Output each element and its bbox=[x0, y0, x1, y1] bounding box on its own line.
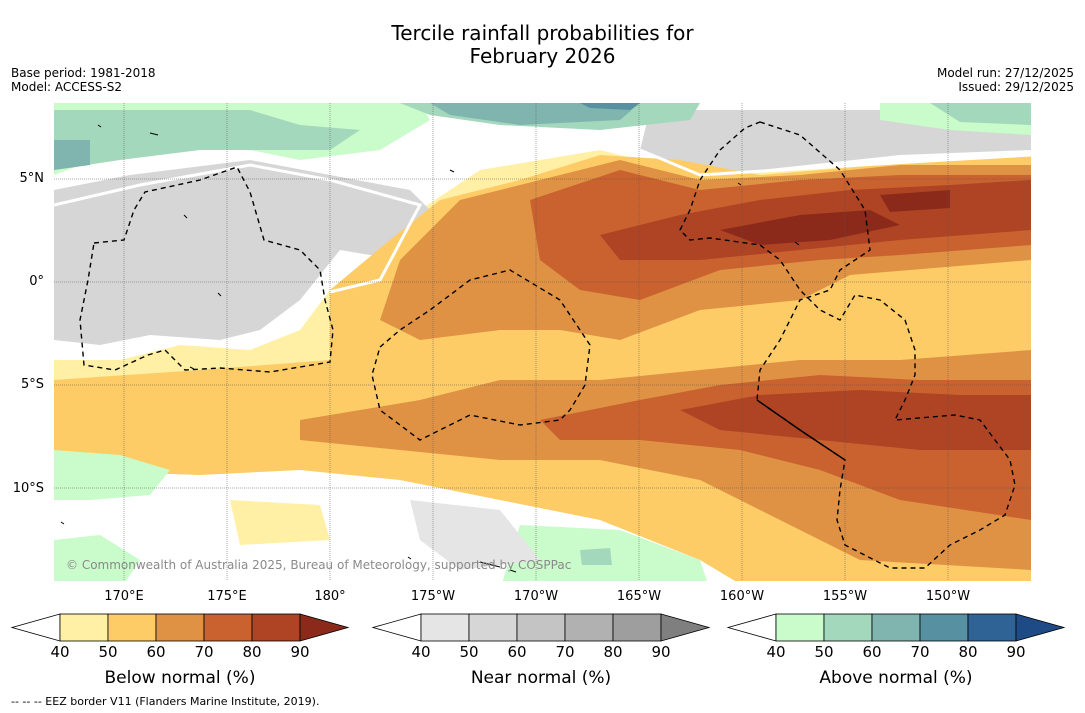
colorbar-above-segment bbox=[919, 613, 969, 642]
lat-label-5s: 5°S bbox=[20, 377, 44, 392]
region-above-nw-3 bbox=[54, 140, 90, 170]
lat-label-5n: 5°N bbox=[19, 171, 45, 186]
region-above-n-3 bbox=[580, 103, 640, 110]
region-below-80-south bbox=[680, 390, 1031, 450]
tick-near-40: 40 bbox=[411, 643, 431, 661]
region-above-sw-2 bbox=[54, 535, 140, 581]
region-below-50-south bbox=[230, 500, 330, 545]
tick-above-40: 40 bbox=[766, 643, 786, 661]
tick-below-90: 90 bbox=[290, 643, 310, 661]
colorbar-above-segment bbox=[823, 613, 873, 642]
contour-edge-2 bbox=[639, 148, 1031, 177]
eez-borders bbox=[79, 121, 1016, 569]
colorbar-below-label: Below normal (%) bbox=[104, 668, 256, 688]
region-below-90-north bbox=[720, 210, 900, 245]
colorbar-near-arrow-right bbox=[660, 613, 711, 642]
lon-label-165w: 165°W bbox=[616, 589, 662, 604]
region-above-ne-2 bbox=[930, 103, 1031, 125]
colorbar-below-segment bbox=[107, 613, 157, 642]
colorbar-above-arrow-right bbox=[1015, 613, 1066, 642]
islands bbox=[60, 124, 800, 573]
colorbar-below-arrow-right bbox=[299, 613, 350, 642]
gridlines bbox=[54, 103, 1031, 581]
base-period: Base period: 1981-2018 bbox=[11, 66, 156, 80]
colorbar-below-segment bbox=[59, 613, 109, 642]
colorbar-below-segment bbox=[155, 613, 205, 642]
title-line-2: February 2026 bbox=[469, 44, 616, 68]
tick-above-80: 80 bbox=[958, 643, 978, 661]
colorbar-near-segment bbox=[612, 613, 662, 642]
tick-near-60: 60 bbox=[507, 643, 527, 661]
tick-near-70: 70 bbox=[555, 643, 575, 661]
meta-right: Model run: 27/12/2025 Issued: 29/12/2025 bbox=[937, 66, 1074, 94]
lon-label-150w: 150°W bbox=[925, 589, 971, 604]
lon-label-155w: 155°W bbox=[822, 589, 868, 604]
eez-footnote: -- -- -- EEZ border V11 (Flanders Marine… bbox=[11, 695, 320, 708]
tick-near-50: 50 bbox=[459, 643, 479, 661]
eez-border-east bbox=[679, 121, 1016, 569]
lon-label-170e: 170°E bbox=[104, 589, 144, 604]
tick-above-90: 90 bbox=[1006, 643, 1026, 661]
lon-label-170w: 170°W bbox=[513, 589, 559, 604]
tick-near-90: 90 bbox=[651, 643, 671, 661]
eez-border-west bbox=[79, 166, 334, 373]
colorbar-below bbox=[10, 613, 350, 642]
title-line-1: Tercile rainfall probabilities for bbox=[391, 21, 694, 45]
lat-label-10s: 10°S bbox=[12, 481, 44, 496]
model-run: Model run: 27/12/2025 bbox=[936, 66, 1074, 80]
tick-above-60: 60 bbox=[862, 643, 882, 661]
region-above-nw-2 bbox=[54, 110, 360, 170]
colorbar-above bbox=[726, 613, 1066, 642]
colorbar-near-arrow-left bbox=[371, 613, 422, 642]
region-above-n-2 bbox=[430, 103, 640, 125]
colorbar-near-segment bbox=[516, 613, 566, 642]
colorbar-above-segment bbox=[967, 613, 1017, 642]
colorbar-near-label: Near normal (%) bbox=[470, 668, 612, 688]
colorbar-near-segment bbox=[564, 613, 614, 642]
lon-label-160w: 160°W bbox=[719, 589, 765, 604]
tick-above-70: 70 bbox=[910, 643, 930, 661]
lon-label-175e: 175°E bbox=[207, 589, 247, 604]
meta-left: Base period: 1981-2018 Model: ACCESS-S2 bbox=[11, 66, 156, 94]
map-field bbox=[54, 103, 1031, 581]
issued-date: Issued: 29/12/2025 bbox=[958, 80, 1074, 94]
copyright-notice: © Commonwealth of Australia 2025, Bureau… bbox=[66, 558, 572, 572]
tick-near-80: 80 bbox=[603, 643, 623, 661]
tick-below-40: 40 bbox=[50, 643, 70, 661]
colorbar-near bbox=[371, 613, 711, 642]
model-name: Model: ACCESS-S2 bbox=[11, 80, 123, 94]
tick-below-50: 50 bbox=[98, 643, 118, 661]
region-near-west bbox=[54, 160, 440, 345]
eez-border-solid bbox=[756, 399, 846, 461]
colorbar-below-segment bbox=[203, 613, 253, 642]
tick-above-50: 50 bbox=[814, 643, 834, 661]
colorbar-above-arrow-left bbox=[726, 613, 777, 642]
colorbar-near-segment bbox=[420, 613, 470, 642]
lon-label-175w: 175°W bbox=[410, 589, 456, 604]
lon-label-180: 180° bbox=[314, 589, 346, 604]
region-near-south bbox=[410, 500, 540, 570]
tick-below-70: 70 bbox=[194, 643, 214, 661]
colorbar-above-segment bbox=[871, 613, 921, 642]
colorbar-below-arrow-left bbox=[10, 613, 61, 642]
region-below-90-north-2 bbox=[880, 190, 950, 212]
lat-label-0: 0° bbox=[29, 274, 44, 289]
tick-below-60: 60 bbox=[146, 643, 166, 661]
tick-below-80: 80 bbox=[242, 643, 262, 661]
region-above-s-2 bbox=[580, 548, 612, 565]
colorbar-above-segment bbox=[775, 613, 825, 642]
map-title: Tercile rainfall probabilities for Febru… bbox=[0, 22, 1085, 68]
region-above-sw bbox=[54, 450, 170, 500]
colorbar-above-label: Above normal (%) bbox=[819, 668, 973, 688]
colorbar-below-segment bbox=[251, 613, 301, 642]
colorbar-near-segment bbox=[468, 613, 518, 642]
